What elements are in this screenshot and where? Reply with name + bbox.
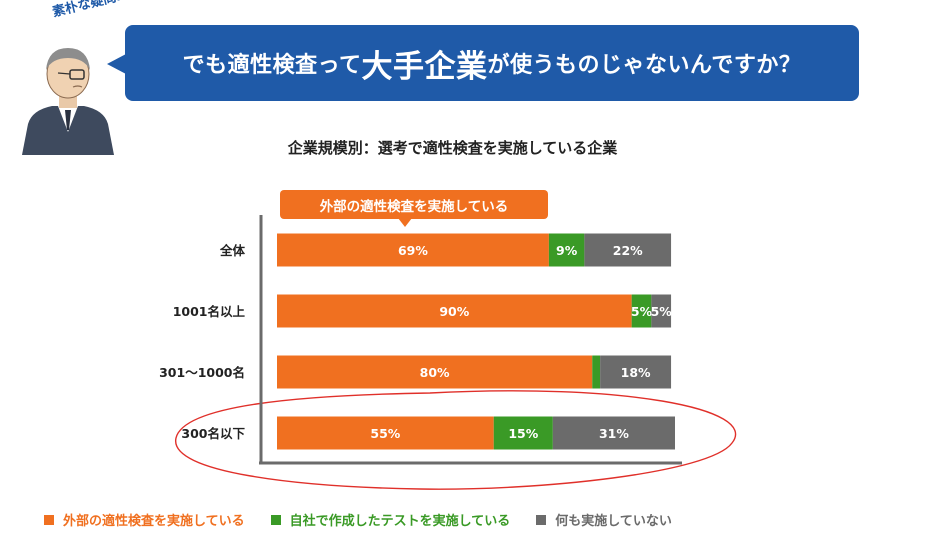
legend-label-inhouse: 自社で作成したテストを実施している	[289, 514, 511, 529]
question-text-emphasis: 大手企業	[361, 48, 488, 85]
callout-pointer	[398, 218, 412, 227]
data-label: 15%	[508, 426, 538, 441]
legend-item-none: 何も実施していない	[536, 510, 672, 529]
bar-segment-none	[600, 355, 672, 389]
category-label: 300名以下	[181, 426, 245, 441]
category-label: 301～1000名	[159, 365, 245, 380]
data-label: 5%	[651, 304, 673, 319]
question-text-after: が使うものじゃないんですか？	[487, 53, 802, 78]
legend-label-external: 外部の適性検査を実施している	[63, 514, 245, 529]
highlight-ellipse	[175, 390, 737, 490]
data-label: 55%	[370, 426, 400, 441]
data-label: 80%	[420, 365, 450, 380]
data-label: 69%	[398, 243, 428, 258]
speech-bubble: でも適性検査って 大手企業 が使うものじゃないんですか？	[125, 25, 859, 101]
legend-swatch-external	[44, 514, 54, 525]
bar-segment-none	[651, 294, 672, 328]
category-label: 全体	[219, 243, 246, 258]
data-label: 22%	[613, 243, 643, 258]
bar-segment-external	[277, 294, 632, 328]
businessman-avatar	[22, 48, 114, 155]
bar-segment-inhouse	[548, 233, 585, 267]
bar-segment-external	[277, 416, 494, 450]
callout-label: 外部の適性検査を実施している	[280, 190, 548, 219]
data-label: 5%	[631, 304, 653, 319]
legend-item-external: 外部の適性検査を実施している	[44, 510, 245, 529]
data-label: 9%	[556, 243, 578, 258]
bar-segment-inhouse	[631, 294, 652, 328]
data-label: 18%	[621, 365, 651, 380]
data-label: 31%	[599, 426, 629, 441]
bar-segment-inhouse	[493, 416, 553, 450]
speech-bubble-tail	[107, 54, 126, 74]
bar-segment-none	[552, 416, 675, 450]
legend-swatch-inhouse	[270, 514, 281, 525]
chart-title: 企業規模別：選考で適性検査を実施している企業	[287, 139, 618, 157]
bar-segment-external	[277, 355, 593, 389]
bar-segment-none	[584, 233, 672, 267]
legend-label-none: 何も実施していない	[555, 514, 672, 529]
data-label: 90%	[439, 304, 469, 319]
chart-legend: 外部の適性検査を実施している 自社で作成したテストを実施している 何も実施してい…	[44, 510, 672, 529]
bar-segment-inhouse	[592, 355, 601, 389]
bar-segment-external	[277, 233, 549, 267]
legend-swatch-none	[536, 514, 547, 525]
category-label: 1001名以上	[173, 304, 246, 319]
legend-item-inhouse: 自社で作成したテストを実施している	[270, 510, 511, 529]
question-text-before: でも適性検査って	[182, 53, 362, 78]
